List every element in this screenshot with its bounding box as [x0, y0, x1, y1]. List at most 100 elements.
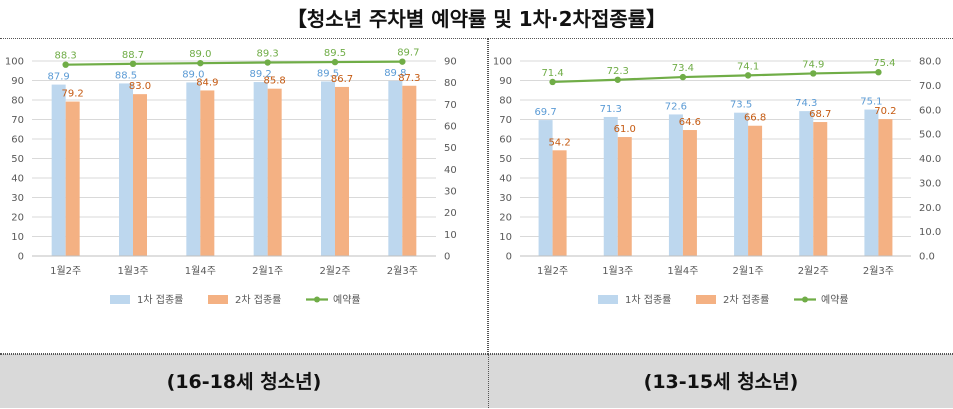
bar-dose1 [538, 120, 553, 257]
y-left-tick-label: 50 [499, 154, 512, 165]
y-left-tick-label: 40 [499, 174, 512, 185]
caption-13-15: (13-15세 청소년) [488, 354, 953, 408]
x-tick-label: 2월3주 [863, 265, 894, 277]
chart-13-15: 0 10 20 30 40 50 60 70 80 90 100 0.0 10.0 20.0 30.0 40.… [493, 57, 941, 307]
legend-label: 2차 접종률 [723, 294, 769, 306]
bar-dose2 [200, 90, 215, 256]
chart-16-18: 0 10 20 30 40 50 60 70 80 90 100 0 10 20 30 40 50 60 70 80 9… [5, 48, 457, 306]
y-right-tick-label: 10 [444, 230, 457, 241]
bar-dose1 [388, 80, 403, 256]
y-right-tick-label: 70 [444, 100, 457, 111]
x-tick-label: 1월2주 [537, 265, 568, 277]
bar-dose1 [321, 81, 335, 256]
y-right-tick-label: 30 [444, 187, 457, 198]
data-label-dose1: 73.5 [730, 100, 752, 111]
data-label-reserve-rate: 89.0 [189, 49, 211, 60]
y-left-tick-label: 80 [499, 96, 512, 107]
data-label-reserve-rate: 89.5 [324, 48, 346, 59]
x-tick-label: 2월2주 [798, 265, 829, 277]
y-left-tick-label: 80 [11, 96, 24, 107]
point-reserve-rate [399, 58, 406, 65]
y-left-tick-label: 90 [11, 76, 24, 87]
x-tick-label: 1월4주 [667, 265, 698, 277]
bar-dose1 [603, 116, 618, 256]
data-label-dose1: 89.0 [182, 69, 204, 80]
y-right-tick-label: 30.0 [919, 178, 941, 189]
y-left-tick-label: 30 [11, 193, 24, 204]
y-left-tick-label: 60 [499, 135, 512, 146]
y-right-tick-label: 80.0 [919, 57, 941, 68]
y-right-tick-label: 40 [444, 165, 457, 176]
y-right-tick-label: 90 [444, 57, 457, 68]
point-reserve-rate [679, 73, 687, 81]
bar-dose2 [813, 122, 828, 256]
bar-dose2 [552, 150, 567, 256]
data-label-dose1: 89.5 [317, 68, 339, 79]
point-reserve-rate [197, 59, 204, 67]
data-label-dose2: 54.2 [548, 137, 570, 148]
data-label-dose1: 87.9 [48, 72, 70, 83]
y-left-tick-label: 0 [506, 252, 512, 263]
bar-dose1 [186, 82, 201, 256]
bar-dose1 [253, 82, 268, 256]
y-right-tick-label: 20 [444, 208, 457, 219]
y-left-tick-label: 20 [499, 213, 512, 224]
x-tick-label: 1월3주 [602, 265, 633, 277]
bar-dose2 [267, 88, 282, 256]
data-label-reserve-rate: 75.4 [873, 58, 895, 69]
data-label-reserve-rate: 74.9 [802, 59, 824, 70]
point-reserve-rate [549, 78, 556, 86]
y-right-tick-label: 50 [444, 143, 457, 154]
y-right-tick-label: 20.0 [919, 203, 941, 214]
data-label-dose2: 85.8 [264, 76, 286, 87]
y-right-tick-label: 40.0 [919, 154, 941, 165]
data-label-dose2: 68.7 [809, 109, 831, 120]
data-label-reserve-rate: 73.4 [672, 63, 694, 74]
legend-label: 예약률 [821, 294, 849, 306]
x-tick-label: 2월2주 [319, 265, 350, 277]
bar-dose1 [864, 109, 879, 257]
data-label-dose1: 74.3 [795, 98, 817, 109]
y-right-tick-label: 10.0 [919, 227, 941, 238]
data-label-dose1: 69.7 [534, 107, 556, 118]
data-label-dose1: 75.1 [860, 97, 882, 108]
bar-dose2 [65, 101, 80, 256]
y-right-tick-label: 0 [444, 252, 450, 263]
legend-swatch [696, 295, 716, 304]
legend-swatch-marker [802, 296, 808, 303]
y-left-tick-label: 70 [11, 115, 24, 126]
data-label-dose2: 66.8 [744, 113, 766, 124]
x-tick-label: 1월4주 [185, 265, 216, 277]
bar-dose2 [682, 130, 697, 256]
legend-swatch-marker [314, 296, 320, 303]
x-tick-label: 2월1주 [252, 265, 283, 277]
data-label-dose1: 88.5 [115, 70, 137, 81]
legend-label: 1차 접종률 [137, 294, 183, 306]
point-reserve-rate [810, 70, 817, 77]
y-left-tick-label: 50 [11, 154, 24, 165]
y-right-tick-label: 60 [444, 122, 457, 133]
legend-label: 예약률 [333, 294, 361, 306]
bar-dose1 [51, 84, 66, 256]
data-label-dose1: 71.3 [600, 104, 622, 115]
point-reserve-rate [875, 69, 882, 76]
bar-dose1 [119, 83, 133, 256]
legend-label: 2차 접종률 [235, 294, 281, 306]
bar-dose1 [799, 111, 814, 257]
data-label-dose2: 83.0 [129, 81, 151, 92]
data-label-dose2: 61.0 [614, 124, 636, 135]
bar-dose2 [402, 85, 417, 256]
bar-dose2 [878, 119, 893, 256]
data-label-dose2: 64.6 [679, 117, 701, 128]
caption-16-18: (16-18세 청소년) [0, 354, 488, 408]
y-left-tick-label: 100 [493, 57, 512, 68]
legend-label: 1차 접종률 [625, 294, 671, 306]
data-label-reserve-rate: 71.4 [541, 68, 563, 79]
data-label-reserve-rate: 72.3 [607, 66, 629, 77]
y-left-tick-label: 100 [5, 57, 24, 68]
y-left-tick-label: 70 [499, 115, 512, 126]
data-label-reserve-rate: 74.1 [737, 61, 759, 72]
bar-dose1 [668, 114, 683, 257]
y-left-tick-label: 10 [11, 232, 24, 243]
data-label-dose2: 84.9 [196, 77, 218, 88]
